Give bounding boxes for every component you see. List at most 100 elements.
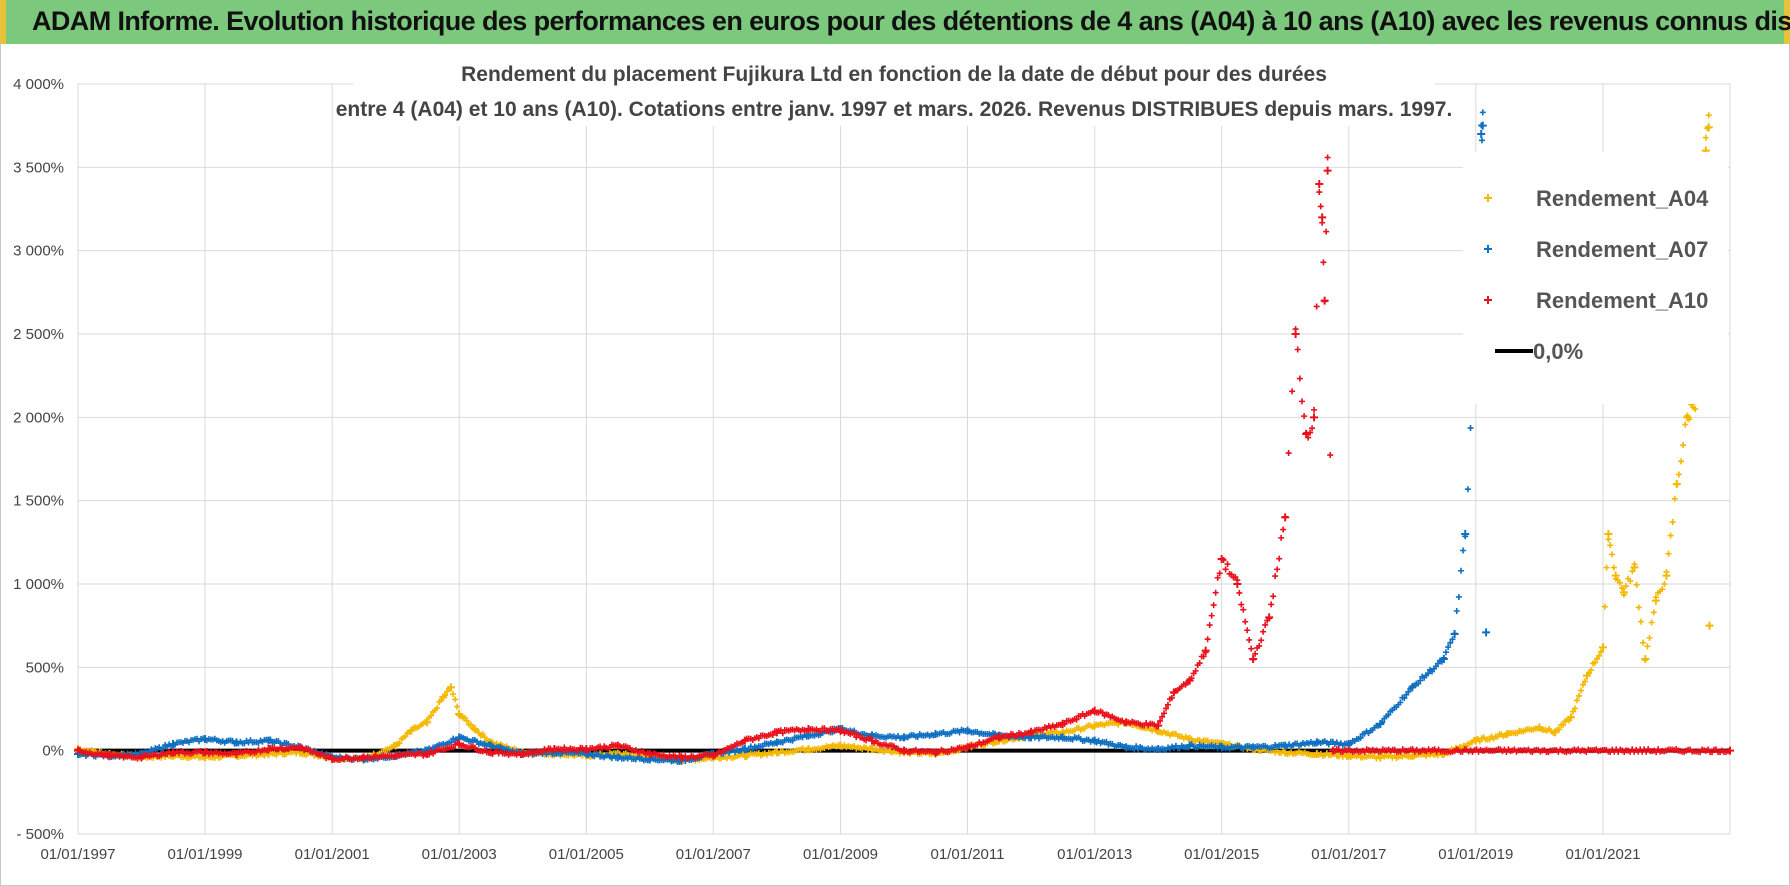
data-point-Rendement_A10: [1302, 430, 1311, 438]
data-point-Rendement_A07: [613, 753, 622, 762]
data-point-Rendement_A10: [1090, 706, 1099, 715]
data-point-Rendement_A04: [1704, 123, 1713, 132]
data-point-Rendement_A04: [1312, 750, 1321, 758]
data-point-Rendement_A07: [264, 736, 273, 745]
data-point-Rendement_A10: [709, 751, 718, 760]
data-point-Rendement_A04: [1090, 721, 1099, 730]
data-point-Rendement_A07: [1217, 743, 1226, 752]
data-point-Rendement_A04: [407, 726, 416, 735]
data-point-Rendement_A10: [1726, 746, 1734, 755]
data-point-Rendement_A04: [1376, 753, 1385, 762]
data-point-Rendement_A10: [1058, 720, 1067, 728]
x-tick-label: 01/01/2003: [422, 846, 497, 863]
data-point-Rendement_A10: [677, 753, 686, 762]
data-point-Rendement_A10: [455, 740, 464, 748]
data-point-Rendement_A04: [423, 718, 432, 727]
x-tick-label: 01/01/2009: [803, 846, 878, 863]
data-point-Rendement_A04: [1672, 480, 1681, 488]
data-point-Rendement_A07: [1249, 743, 1258, 752]
legend: Rendement_A04 Rendement_A07 Rendement_A10 0…: [1463, 152, 1728, 404]
data-point-Rendement_A10: [772, 728, 781, 737]
chart-frame: - 500% 0% 500% 1 000% 1 500% 2 000% 2 500% 3 00…: [0, 44, 1790, 886]
data-point-Rendement_A10: [1027, 728, 1035, 737]
x-tick-label: 01/01/2005: [549, 846, 624, 863]
y-tick-label: 3 000%: [13, 243, 64, 260]
x-tick-label: 01/01/2001: [295, 846, 370, 863]
series-layer: [74, 109, 1734, 766]
data-point-Rendement_A10: [359, 753, 368, 762]
data-point-Rendement_A04: [1471, 736, 1480, 745]
data-point-Rendement_A10: [900, 746, 908, 755]
data-point-Rendement_A10: [740, 736, 749, 745]
data-point-Rendement_A07: [740, 745, 749, 753]
data-point-Rendement_A07: [455, 733, 464, 742]
data-point-Rendement_A07: [232, 738, 241, 747]
data-point-Rendement_A07: [1376, 720, 1385, 728]
data-point-Rendement_A10: [1291, 330, 1300, 338]
data-point-Rendement_A07: [1122, 743, 1131, 752]
data-point-Rendement_A07: [1154, 745, 1163, 753]
data-point-Rendement_A04: [1566, 713, 1575, 722]
data-point-Rendement_A04: [1611, 571, 1620, 580]
chart-svg: - 500% 0% 500% 1 000% 1 500% 2 000% 2 500% 3 00…: [13, 58, 1734, 863]
data-point-Rendement_A07: [1439, 655, 1448, 663]
data-point-Rendement_A04: [1662, 571, 1671, 580]
data-point-Rendement_A10: [137, 753, 146, 762]
data-point-Rendement_A10: [645, 750, 654, 758]
data-point-Rendement_A10: [168, 748, 177, 757]
data-point-Rendement_A04: [1651, 596, 1660, 605]
x-tick-label: 01/01/2007: [676, 846, 751, 863]
x-axis-ticks: 01/01/1997 01/01/1999 01/01/2001 01/01/2003…: [40, 846, 1640, 863]
y-tick-label: 3 500%: [13, 159, 64, 176]
data-point-Rendement_A04: [1683, 413, 1692, 422]
legend-marker: [1484, 296, 1492, 304]
data-point-Rendement_A04: [1551, 728, 1560, 737]
data-point-Rendement_A10: [1265, 613, 1274, 622]
y-tick-label: 0%: [42, 743, 64, 760]
data-point-Rendement_A10: [200, 748, 209, 757]
y-tick-label: 1 500%: [13, 493, 64, 510]
y-axis-ticks: - 500% 0% 500% 1 000% 1 500% 2 000% 2 500% 3 00…: [13, 76, 64, 843]
data-point-Rendement_A07: [1312, 738, 1321, 747]
data-point-Rendement_A10: [1328, 746, 1337, 755]
data-point-Rendement_A10: [328, 755, 337, 763]
data-point-Rendement_A10: [264, 745, 273, 753]
y-tick-label: 4 000%: [13, 76, 64, 93]
data-point-Rendement_A04: [804, 745, 813, 753]
legend-label: Rendement_A10: [1536, 288, 1708, 313]
data-point-Rendement_A10: [613, 741, 622, 750]
data-point-Rendement_A07: [1450, 630, 1459, 638]
data-point-Rendement_A04: [391, 741, 400, 750]
data-point-Rendement_A04: [1599, 643, 1607, 652]
data-point-Rendement_A04: [1535, 723, 1544, 732]
data-point-Rendement_A07: [1477, 130, 1486, 138]
data-point-Rendement_A04: [470, 725, 479, 733]
data-point-Rendement_A10: [1185, 676, 1194, 685]
y-tick-label: 500%: [26, 659, 64, 676]
x-tick-label: 01/01/2011: [931, 846, 1005, 863]
data-point-Rendement_A10: [1323, 166, 1332, 175]
data-point-Rendement_A10: [1310, 413, 1319, 422]
data-point-Rendement_A04: [772, 748, 781, 757]
data-point-Rendement_A10: [1315, 180, 1324, 188]
x-tick-label: 01/01/1997: [40, 846, 115, 863]
data-point-Rendement_A07: [1482, 628, 1491, 637]
data-point-Rendement_A07: [168, 740, 177, 748]
data-point-Rendement_A10: [296, 743, 305, 752]
legend-background: [1463, 152, 1728, 404]
data-point-Rendement_A04: [1408, 751, 1417, 760]
y-tick-label: - 500%: [16, 826, 64, 843]
data-point-Rendement_A10: [423, 750, 432, 758]
data-point-Rendement_A10: [1217, 555, 1226, 563]
data-point-Rendement_A07: [200, 735, 209, 743]
legend-label: Rendement_A04: [1536, 186, 1709, 211]
legend-marker: [1484, 245, 1492, 253]
x-tick-label: 01/01/2021: [1565, 846, 1640, 863]
series-Rendement_A07: [74, 109, 1491, 766]
data-point-Rendement_A04: [1630, 563, 1639, 572]
data-point-Rendement_A07: [1058, 733, 1067, 742]
data-point-Rendement_A04: [455, 710, 464, 718]
data-point-Rendement_A04: [439, 693, 448, 702]
data-point-Rendement_A10: [74, 746, 82, 755]
data-point-Rendement_A10: [1201, 646, 1210, 655]
